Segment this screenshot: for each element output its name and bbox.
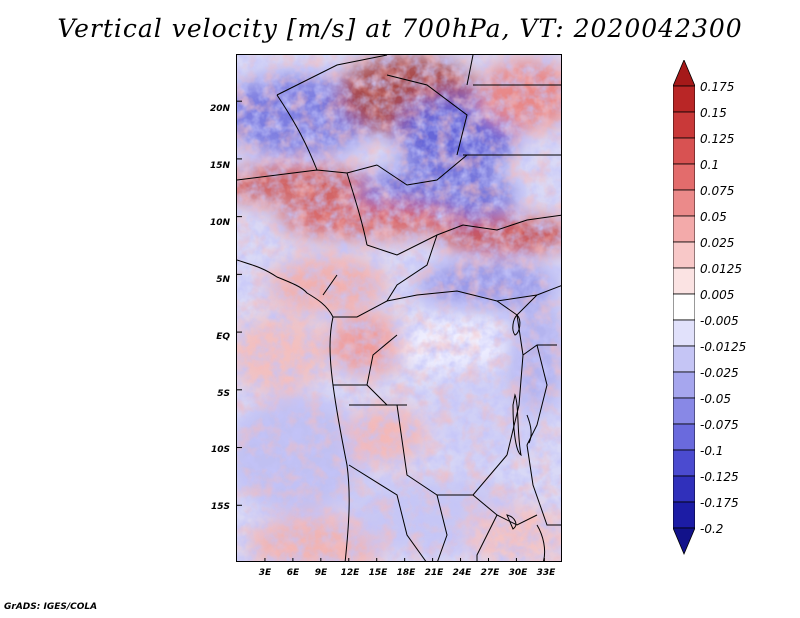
colorbar-bin [673,397,695,425]
lon-tick-3e: 3E [258,568,272,578]
colorbar-label: -0.125 [700,470,739,484]
colorbar-bin [673,423,695,451]
country-borders [237,55,561,561]
colorbar-bin [673,85,695,113]
colorbar-label: -0.2 [700,522,724,536]
lat-tick-20n: 20N [209,104,230,114]
colorbar-label: -0.075 [700,418,739,432]
lat-tick-5n: 5N [216,275,230,285]
colorbar-bin [673,293,695,321]
colorbar-bin [673,475,695,503]
colorbar-bin [673,319,695,347]
colorbar-label: 0.075 [700,184,735,198]
lat-tick-15s: 15S [210,502,230,512]
map-panel [236,54,562,562]
colorbar-bin [673,449,695,477]
colorbar-bin [673,137,695,165]
colorbar-bin [673,501,695,529]
colorbar-label: 0.0125 [700,262,742,276]
colorbar-bin [673,189,695,217]
lon-tick-15e: 15E [368,568,388,578]
colorbar-label: -0.005 [700,314,739,328]
lon-tick-30e: 30E [508,568,528,578]
lat-tick-10s: 10S [210,445,230,455]
lon-tick-9e: 9E [314,568,328,578]
colorbar-bin [673,215,695,243]
colorbar-label: -0.025 [700,366,739,380]
map-title: Vertical velocity [m/s] at 700hPa, VT: 2… [57,14,743,43]
colorbar-bin [673,267,695,295]
colorbar-label: 0.1 [700,158,720,172]
colorbar-bin [673,345,695,373]
colorbar-bin [673,111,695,139]
map-frame-ticks [237,100,545,561]
lat-tick-15n: 15N [209,161,230,171]
colorbar-label: -0.0125 [700,340,747,354]
vertical-velocity-field [237,55,561,561]
colorbar-label: 0.005 [700,288,735,302]
colorbar-bottom-arrow [673,527,695,556]
lat-tick-10n: 10N [209,218,230,228]
colorbar-bin [673,163,695,191]
lon-tick-18e: 18E [396,568,416,578]
lon-tick-21e: 21E [424,568,444,578]
colorbar [673,60,695,556]
colorbar-label: 0.175 [700,80,735,94]
colorbar-label: 0.025 [700,236,735,250]
lat-tick-eq: EQ [216,332,230,342]
colorbar-label: -0.05 [700,392,732,406]
colorbar-bin [673,241,695,269]
lon-tick-24e: 24E [452,568,472,578]
colorbar-label: 0.125 [700,132,735,146]
colorbar-top-arrow [673,60,695,87]
lat-tick-5s: 5S [217,389,230,399]
colorbar-label: -0.175 [700,496,739,510]
grads-credit: GrADS: IGES/COLA [4,602,98,612]
colorbar-label: 0.15 [700,106,727,120]
colorbar-label: 0.05 [700,210,727,224]
lon-tick-6e: 6E [286,568,300,578]
lon-tick-33e: 33E [536,568,556,578]
lon-tick-12e: 12E [340,568,360,578]
colorbar-label: -0.1 [700,444,724,458]
lon-tick-27e: 27E [480,568,500,578]
colorbar-bin [673,371,695,399]
